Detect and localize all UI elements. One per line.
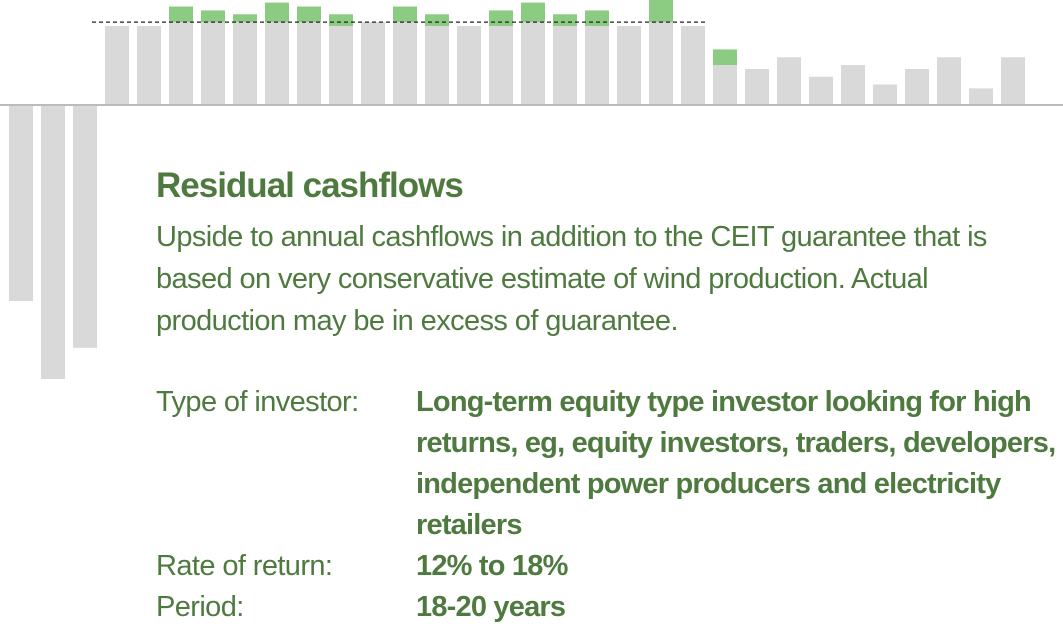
period-label: Period: [156,591,244,623]
text-block: Residual cashflows Upside to annual cash… [156,166,1056,342]
cashflow-bar [489,26,513,104]
cashflow-bar [905,68,929,104]
cashflow-bar [297,22,321,105]
cashflow-bar [201,22,225,105]
cashflow-bar [617,26,641,104]
residual-cashflow-chart [0,0,1063,379]
section-title: Residual cashflows [156,166,464,205]
upside-bar [521,2,545,23]
investor-type-label: Type of investor: [156,386,359,418]
upside-bar [265,2,289,23]
upside-bar [425,14,449,26]
cashflow-bar [105,26,129,104]
cashflow-bar [809,76,833,104]
cashflow-bar [777,57,801,104]
cashflow-bar [713,65,737,104]
rate-of-return-row: Rate of return: 12% to 18% [156,546,1061,587]
cashflow-bar [521,22,545,105]
upside-bar [169,6,193,23]
upside-bar [233,14,257,23]
cashflow-bar [361,22,385,105]
period-row: Period: 18-20 years [156,587,1061,628]
cashflow-bar [73,106,97,348]
investor-type-value: Long-term equity type investor looking f… [416,386,1056,541]
cashflow-bar [681,26,705,104]
period-value: 18-20 years [416,591,566,623]
upside-bar [553,14,577,26]
upside-bar [585,10,609,26]
rate-of-return-value: 12% to 18% [416,550,568,582]
upside-bar [489,10,513,26]
cashflow-bar [841,65,865,104]
cashflow-bar [41,106,65,379]
investor-details: Type of investor: Long-term equity type … [156,382,1061,628]
cashflow-bar [169,22,193,105]
cashflow-bar [585,26,609,104]
cashflow-bar [745,68,769,104]
upside-bar [713,49,737,65]
upside-bar [329,14,353,26]
cashflow-bar [329,26,353,104]
upside-bar [201,10,225,23]
investor-type-row: Type of investor: Long-term equity type … [156,382,1061,546]
section-description: Upside to annual cashflows in addition t… [156,221,987,337]
cashflow-bar [457,26,481,104]
cashflow-bar [9,106,33,301]
cashflow-bar [1001,57,1025,104]
cashflow-bar [137,26,161,104]
cashflow-bar [969,88,993,104]
cashflow-bar [937,57,961,104]
cashflow-bar [553,26,577,104]
rate-of-return-label: Rate of return: [156,550,333,582]
upside-bar [297,6,321,23]
upside-bar [649,0,673,23]
cashflow-bar [393,22,417,105]
cashflow-bar [873,84,897,104]
upside-bar [393,6,417,23]
cashflow-bar [425,26,449,104]
cashflow-bar [649,22,673,105]
cashflow-bar [265,22,289,105]
cashflow-bar [233,22,257,105]
